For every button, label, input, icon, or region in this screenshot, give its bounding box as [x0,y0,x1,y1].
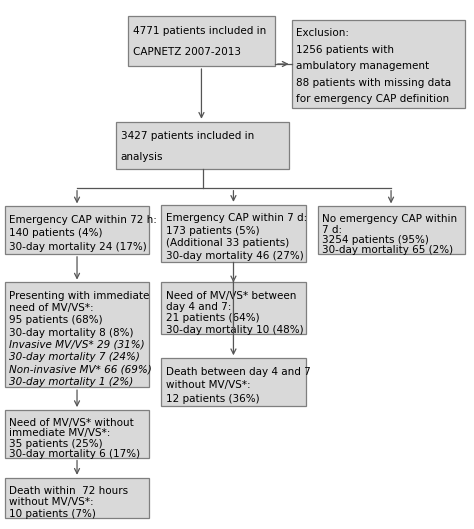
Text: Emergency CAP within 7 d:: Emergency CAP within 7 d: [166,213,307,223]
Text: 30-day mortality 24 (17%): 30-day mortality 24 (17%) [9,242,147,252]
Text: immediate MV/VS*:: immediate MV/VS*: [9,428,111,438]
Text: Emergency CAP within 72 h:: Emergency CAP within 72 h: [9,215,157,225]
Text: 30-day mortality 7 (24%): 30-day mortality 7 (24%) [9,352,140,362]
Text: ambulatory management: ambulatory management [296,61,429,71]
Text: 12 patients (36%): 12 patients (36%) [166,394,260,404]
Text: Need of MV/VS* between: Need of MV/VS* between [166,290,296,300]
Text: Death within  72 hours: Death within 72 hours [9,486,128,496]
Text: 4771 patients included in: 4771 patients included in [133,25,266,35]
Text: Invasive MV/VS* 29 (31%): Invasive MV/VS* 29 (31%) [9,340,145,350]
Text: 7 d:: 7 d: [322,224,342,234]
FancyBboxPatch shape [161,282,306,334]
Text: Non-invasive MV* 66 (69%): Non-invasive MV* 66 (69%) [9,364,152,375]
Text: without MV/VS*:: without MV/VS*: [9,497,94,507]
Text: analysis: analysis [121,152,164,162]
Text: Need of MV/VS* without: Need of MV/VS* without [9,418,134,428]
FancyBboxPatch shape [5,410,149,458]
Text: 30-day mortality 46 (27%): 30-day mortality 46 (27%) [166,251,304,261]
Text: 1256 patients with: 1256 patients with [296,45,394,55]
FancyBboxPatch shape [5,282,149,387]
Text: 10 patients (7%): 10 patients (7%) [9,509,96,518]
FancyBboxPatch shape [161,205,306,262]
Text: 95 patients (68%): 95 patients (68%) [9,315,103,325]
Text: 30-day mortality 10 (48%): 30-day mortality 10 (48%) [166,325,303,335]
Text: 140 patients (4%): 140 patients (4%) [9,229,103,239]
Text: day 4 and 7:: day 4 and 7: [166,302,231,312]
FancyBboxPatch shape [161,358,306,406]
Text: need of MV/VS*:: need of MV/VS*: [9,303,94,313]
Text: 3427 patients included in: 3427 patients included in [121,131,254,141]
Text: 30-day mortality 8 (8%): 30-day mortality 8 (8%) [9,327,134,338]
Text: without MV/VS*:: without MV/VS*: [166,380,251,390]
Text: 21 patients (64%): 21 patients (64%) [166,313,260,323]
Text: 3254 patients (95%): 3254 patients (95%) [322,235,429,245]
Text: 88 patients with missing data: 88 patients with missing data [296,78,451,88]
FancyBboxPatch shape [5,478,149,518]
Text: 30-day mortality 1 (2%): 30-day mortality 1 (2%) [9,377,134,387]
Text: 35 patients (25%): 35 patients (25%) [9,439,103,449]
FancyBboxPatch shape [318,206,465,254]
Text: CAPNETZ 2007-2013: CAPNETZ 2007-2013 [133,48,241,58]
Text: Presenting with immediate: Presenting with immediate [9,290,150,300]
FancyBboxPatch shape [292,20,465,108]
Text: Exclusion:: Exclusion: [296,29,349,39]
Text: No emergency CAP within: No emergency CAP within [322,214,457,224]
FancyBboxPatch shape [5,206,149,254]
Text: 173 patients (5%): 173 patients (5%) [166,226,260,236]
Text: 30-day mortality 6 (17%): 30-day mortality 6 (17%) [9,449,141,459]
Text: Death between day 4 and 7: Death between day 4 and 7 [166,367,310,377]
FancyBboxPatch shape [128,16,275,66]
Text: (Additional 33 patients): (Additional 33 patients) [166,239,289,249]
FancyBboxPatch shape [116,122,289,169]
Text: for emergency CAP definition: for emergency CAP definition [296,94,449,104]
Text: 30-day mortality 65 (2%): 30-day mortality 65 (2%) [322,245,454,255]
